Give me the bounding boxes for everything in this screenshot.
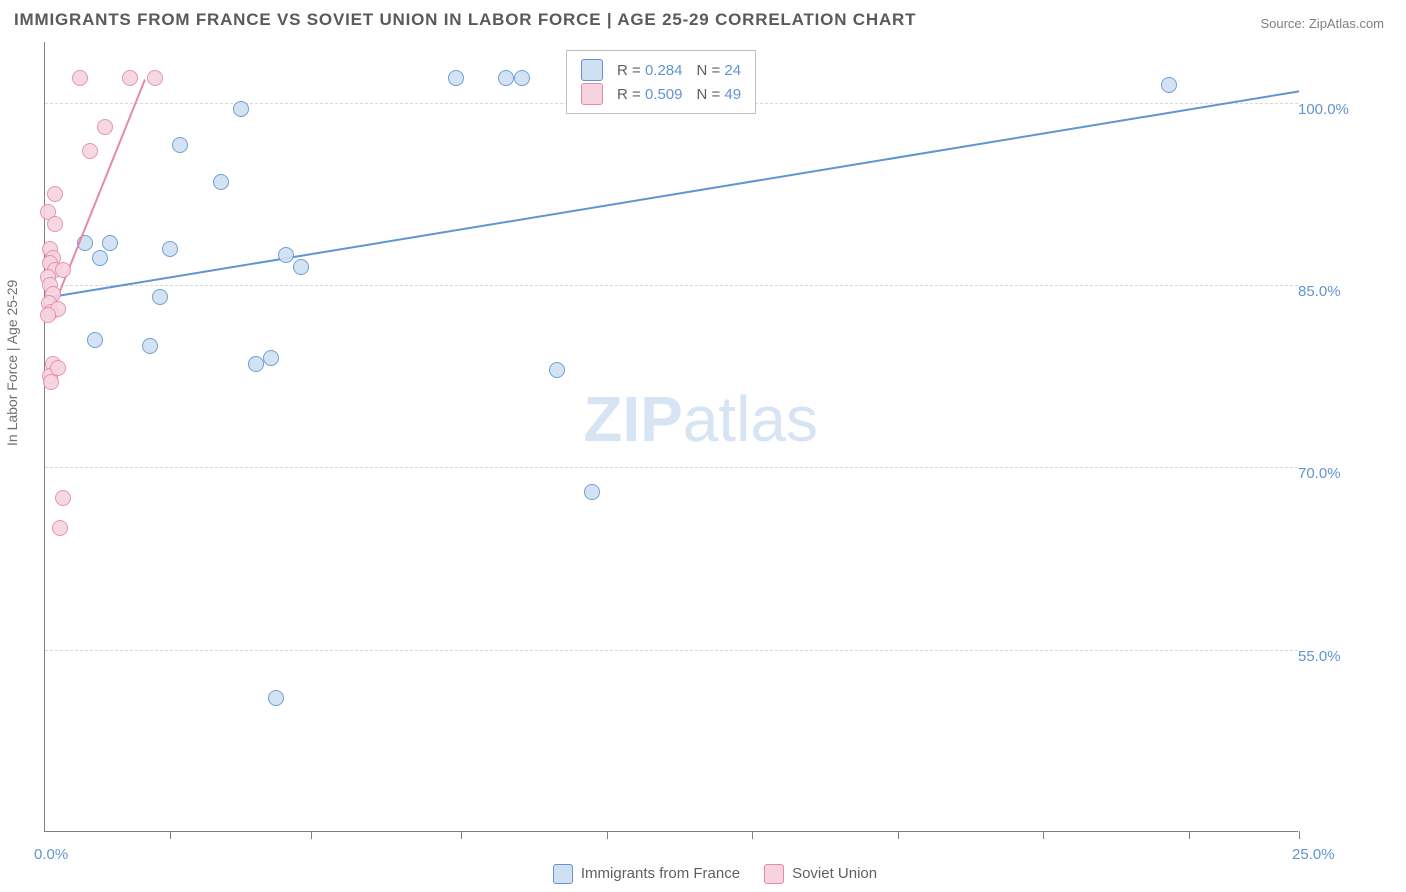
y-tick-label: 70.0% [1298,465,1341,482]
data-point-france [268,690,284,706]
data-point-france [1161,77,1177,93]
x-tick [752,831,753,839]
legend-swatch-france-icon [581,59,603,81]
legend-swatch-france-icon [553,864,573,884]
data-point-soviet [52,520,68,536]
data-point-france [584,484,600,500]
data-point-france [293,259,309,275]
data-point-soviet [47,216,63,232]
data-point-france [549,362,565,378]
x-tick [898,831,899,839]
x-tick [1043,831,1044,839]
data-point-france [172,137,188,153]
data-point-soviet [47,186,63,202]
gridline [45,650,1298,651]
x-axis-origin-label: 0.0% [34,846,68,863]
data-point-soviet [40,307,56,323]
gridline [45,285,1298,286]
data-point-france [233,101,249,117]
chart-title: IMMIGRANTS FROM FRANCE VS SOVIET UNION I… [14,10,916,30]
legend-swatch-soviet-icon [764,864,784,884]
x-tick [1189,831,1190,839]
data-point-soviet [122,70,138,86]
y-tick-label: 55.0% [1298,648,1341,665]
plot-area [44,42,1298,832]
x-tick [607,831,608,839]
data-point-france [514,70,530,86]
data-point-france [213,174,229,190]
y-axis-label: In Labor Force | Age 25-29 [4,280,20,446]
trend-line-france [45,91,1299,300]
data-point-soviet [72,70,88,86]
data-point-soviet [55,490,71,506]
y-tick-label: 100.0% [1298,101,1349,118]
x-tick [461,831,462,839]
x-tick [170,831,171,839]
legend-swatch-soviet-icon [581,83,603,105]
y-tick-label: 85.0% [1298,283,1341,300]
gridline [45,467,1298,468]
legend-row-france: R = 0.284 N = 24 [581,59,741,81]
x-tick [1299,831,1300,839]
data-point-soviet [55,262,71,278]
series-legend: Immigrants from France Soviet Union [0,864,1406,884]
data-point-france [102,235,118,251]
data-point-france [87,332,103,348]
legend-label-france: Immigrants from France [581,865,740,882]
source-label: Source: ZipAtlas.com [1260,16,1384,31]
legend-row-soviet: R = 0.509 N = 49 [581,83,741,105]
data-point-france [152,289,168,305]
legend-n-label: N = 49 [696,86,741,103]
legend-r-label: R = 0.509 [617,86,682,103]
data-point-soviet [43,374,59,390]
data-point-france [278,247,294,263]
data-point-france [162,241,178,257]
data-point-france [92,250,108,266]
data-point-france [142,338,158,354]
data-point-soviet [82,143,98,159]
x-tick [311,831,312,839]
x-axis-end-label: 25.0% [1292,846,1335,863]
data-point-france [248,356,264,372]
data-point-soviet [50,360,66,376]
legend-r-label: R = 0.284 [617,62,682,79]
data-point-soviet [97,119,113,135]
data-point-france [448,70,464,86]
correlation-legend: R = 0.284 N = 24 R = 0.509 N = 49 [566,50,756,114]
data-point-france [498,70,514,86]
legend-label-soviet: Soviet Union [792,865,877,882]
data-point-soviet [147,70,163,86]
legend-n-label: N = 24 [696,62,741,79]
trend-line-soviet [49,79,147,317]
data-point-france [263,350,279,366]
